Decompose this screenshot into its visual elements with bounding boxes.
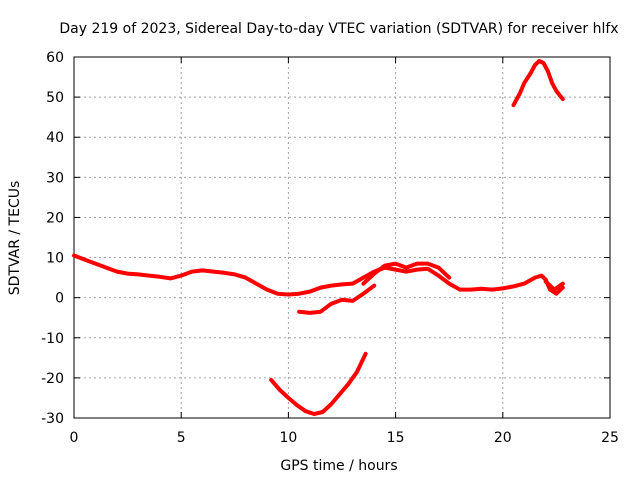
- series-line-lower-branch: [297, 283, 377, 315]
- series-line-dip: [269, 351, 368, 416]
- grid: [74, 57, 610, 418]
- chart-title: Day 219 of 2023, Sidereal Day-to-day VTE…: [59, 21, 618, 37]
- x-tick-label: 25: [601, 430, 619, 446]
- y-tick-label: 50: [46, 90, 64, 106]
- x-tick-label: 5: [177, 430, 186, 446]
- y-tick-label: 10: [46, 251, 64, 267]
- series-group: [72, 59, 565, 416]
- x-tick-label: 0: [70, 430, 79, 446]
- series-line-peak: [511, 59, 565, 108]
- series-line-main: [72, 253, 565, 297]
- x-tick-label: 15: [387, 430, 405, 446]
- y-tick-label: -30: [41, 411, 64, 427]
- y-tick-label: 40: [46, 130, 64, 146]
- series-line-upper-branch: [361, 261, 452, 286]
- y-tick-label: 60: [46, 50, 64, 66]
- y-tick-label: 30: [46, 170, 64, 186]
- y-tick-label: -20: [41, 371, 64, 387]
- series-line-tail: [543, 279, 565, 292]
- x-tick-label: 10: [279, 430, 297, 446]
- x-axis-label: GPS time / hours: [280, 458, 397, 474]
- y-tick-label: 20: [46, 210, 64, 226]
- y-tick-label: 0: [55, 291, 64, 307]
- y-tick-label: -10: [41, 331, 64, 347]
- axis-ticks: 0 5 10 15 20 25 -30 -20 -10 0 10 20 30 40 50 60: [41, 50, 619, 446]
- y-axis-label: SDTVAR / TECUs: [7, 181, 23, 296]
- x-tick-label: 20: [494, 430, 512, 446]
- plot-frame: [73, 56, 611, 419]
